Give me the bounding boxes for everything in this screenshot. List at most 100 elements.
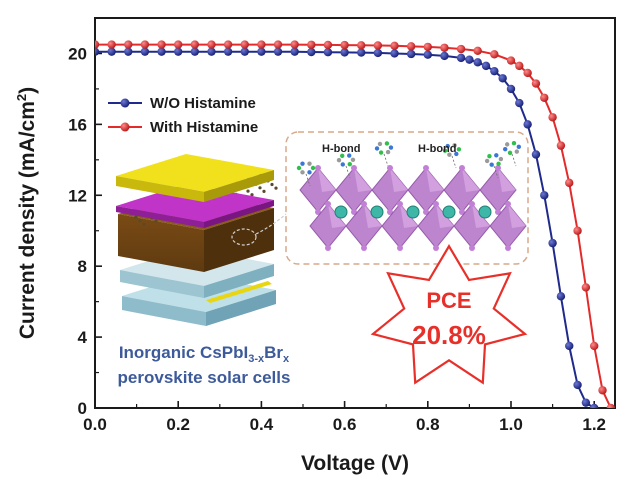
series-1-point — [573, 226, 582, 235]
halide-atom — [351, 209, 357, 215]
legend-item-wo: W/O Histamine — [108, 95, 256, 112]
octahedron-facet — [508, 204, 526, 228]
y-axis-title-close: ) — [16, 87, 39, 94]
cesium-atom — [334, 205, 348, 219]
series-0-point — [223, 47, 233, 56]
surface-dot — [262, 189, 266, 193]
halide-atom — [423, 165, 429, 171]
series-0-point — [498, 74, 507, 83]
series-1-point — [207, 40, 216, 49]
series-0-point — [290, 47, 299, 56]
series-1-point — [598, 386, 607, 395]
histamine-atom — [489, 162, 494, 167]
histamine-atom — [340, 153, 345, 158]
series-0-point — [523, 120, 532, 129]
y-tick-label: 0 — [78, 399, 87, 418]
hbond-label-right: H-bond — [418, 143, 456, 155]
x-tick-label: 0.8 — [416, 415, 440, 434]
halide-atom — [361, 201, 367, 207]
histamine-atom — [496, 161, 501, 166]
series-0-point — [190, 47, 200, 56]
surface-dot — [250, 193, 254, 197]
series-0-point — [107, 47, 116, 56]
series-0-point — [540, 191, 549, 200]
series-1-point — [440, 43, 449, 52]
crystal-structure-inset: H-bond H-bond — [285, 131, 529, 265]
x-tick-label: 0.0 — [83, 415, 107, 434]
surface-dot — [246, 189, 250, 193]
surface-dot — [274, 186, 278, 190]
series-1-point — [406, 42, 416, 51]
series-1-point — [373, 41, 383, 50]
histamine-atom — [494, 153, 499, 158]
halide-atom — [325, 201, 331, 207]
halide-atom — [495, 165, 501, 171]
pce-star-badge: PCE 20.8% — [370, 244, 528, 385]
series-1-point — [223, 40, 233, 49]
series-1-point — [107, 40, 116, 49]
histamine-atom — [347, 153, 352, 158]
series-0-point — [406, 49, 416, 59]
series-0-point — [473, 58, 482, 67]
series-1-point — [581, 283, 591, 292]
series-0-point — [207, 47, 216, 56]
series-0-point — [565, 341, 574, 351]
series-0-point — [590, 403, 599, 408]
y-axis-ticks: 0 4 8 12 16 20 — [68, 17, 102, 418]
series-1-point — [124, 40, 133, 49]
octahedron-facet — [426, 168, 444, 192]
surface-dot — [270, 182, 274, 187]
halide-atom — [459, 165, 465, 171]
y-tick-label: 4 — [78, 328, 88, 347]
series-1-point — [240, 40, 249, 49]
series-layer — [95, 40, 615, 408]
series-1-point — [357, 41, 366, 50]
histamine-atom — [307, 170, 312, 175]
x-tick-label: 1.2 — [582, 415, 606, 434]
series-0-point — [257, 47, 266, 56]
hbond-line — [451, 155, 457, 169]
halide-atom — [397, 201, 403, 207]
x-axis-title: Voltage (V) — [301, 452, 409, 475]
cesium-atom — [370, 205, 384, 219]
histamine-atom — [516, 144, 522, 150]
y-axis-title-main: Current density (mA/cm — [16, 101, 39, 339]
series-0-point — [548, 238, 557, 248]
halide-atom — [505, 245, 511, 251]
halide-atom — [495, 209, 501, 215]
surface-dot — [134, 215, 138, 219]
histamine-atom — [507, 150, 513, 155]
pce-value: 20.8% — [412, 320, 486, 350]
series-1-point — [540, 93, 549, 102]
histamine-atom — [498, 156, 504, 162]
halide-atom — [469, 245, 475, 251]
series-1-point — [523, 68, 532, 78]
legend-label-with: With Histamine — [150, 119, 258, 136]
histamine-atom — [340, 162, 345, 167]
histamine-atom — [502, 146, 508, 152]
octahedron-facet — [318, 168, 336, 192]
series-0-point — [157, 47, 166, 56]
series-0-point — [357, 48, 366, 57]
series-0-point — [95, 47, 100, 56]
y-tick-label: 20 — [68, 44, 87, 63]
device-stack-illustration — [116, 154, 287, 326]
histamine-atom — [300, 170, 305, 175]
halide-atom — [397, 245, 403, 251]
halide-atom — [361, 245, 367, 251]
series-0-point — [340, 48, 349, 57]
halide-atom — [351, 165, 357, 171]
octahedron-facet — [354, 168, 372, 192]
series-1-point — [140, 40, 150, 49]
series-1-point — [590, 341, 599, 351]
halide-atom — [423, 209, 429, 215]
halide-atom — [459, 209, 465, 215]
series-1-point — [565, 178, 574, 188]
histamine-atom — [454, 151, 459, 157]
series-1-point — [548, 113, 557, 122]
plot-frame — [94, 17, 616, 409]
histamine-atom — [336, 158, 342, 163]
legend-marker-wo — [120, 98, 130, 108]
series-1-point — [323, 40, 333, 50]
series-0-point — [581, 398, 591, 407]
